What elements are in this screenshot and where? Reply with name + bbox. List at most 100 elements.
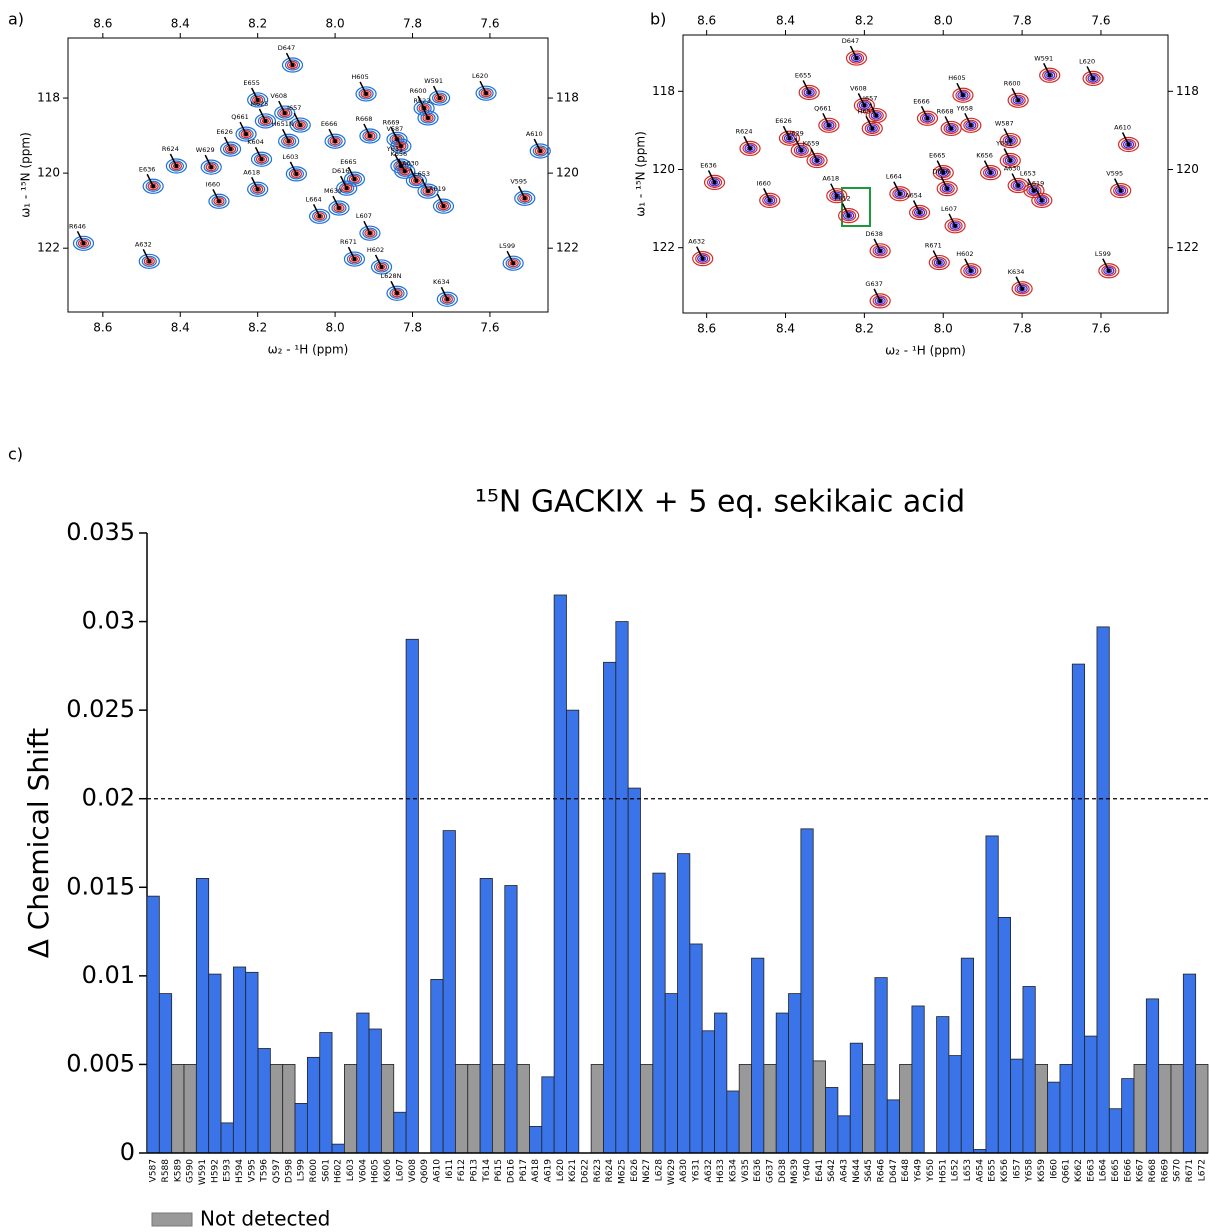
x-tick-label: L620 xyxy=(556,1159,566,1181)
x-tick-label: Y640 xyxy=(803,1159,813,1183)
contour xyxy=(294,120,306,130)
peak-label: L607 xyxy=(941,205,957,213)
x-tick-label: K589 xyxy=(173,1159,183,1182)
contour xyxy=(957,91,969,100)
peak-label: A632 xyxy=(688,238,705,246)
x-tick-label: A643 xyxy=(840,1159,850,1182)
peak-label: L603 xyxy=(282,153,298,161)
x-tick-label: D638 xyxy=(778,1159,788,1183)
bar xyxy=(1022,986,1036,1154)
contour xyxy=(838,208,860,224)
contour xyxy=(695,253,711,265)
contour xyxy=(706,176,723,189)
peak-label: L628N xyxy=(381,272,402,280)
contour xyxy=(200,159,222,175)
leader-line xyxy=(1027,178,1035,191)
contour xyxy=(947,220,963,232)
contour xyxy=(806,152,828,169)
leader-line xyxy=(964,258,972,272)
contour xyxy=(309,208,331,224)
y-tick-label: 122 xyxy=(37,241,60,255)
contour xyxy=(252,95,264,105)
contour xyxy=(324,133,346,149)
peak-label: R600 xyxy=(410,87,427,95)
contour xyxy=(1085,72,1101,85)
contour xyxy=(238,128,254,140)
x-tick-label: 8.2 xyxy=(855,14,874,28)
bar xyxy=(430,979,444,1154)
y-tick-label: 0.035 xyxy=(66,518,135,546)
contour xyxy=(931,256,947,269)
contour xyxy=(341,184,353,193)
y-tick-label: 118 xyxy=(652,84,675,98)
contour xyxy=(939,183,955,195)
bar xyxy=(504,885,518,1154)
contour xyxy=(803,88,815,97)
y-tick-label: 120 xyxy=(1176,162,1199,176)
contour xyxy=(284,59,301,71)
leader-line xyxy=(822,112,830,126)
contour xyxy=(982,167,999,179)
leader-line xyxy=(281,128,290,142)
x-tick-label: 8.0 xyxy=(326,321,345,335)
contour xyxy=(147,182,159,191)
x-tick-label: 7.8 xyxy=(1013,322,1032,336)
contour xyxy=(858,101,870,110)
contour xyxy=(801,86,817,99)
bar xyxy=(208,973,222,1154)
contour xyxy=(1103,266,1115,275)
x-tick-label: E655 xyxy=(988,1159,998,1182)
contour xyxy=(348,175,361,184)
contour xyxy=(439,293,455,305)
contour xyxy=(945,124,957,133)
legend-label: Not detected xyxy=(200,1207,330,1231)
leader-line xyxy=(258,108,267,122)
bar xyxy=(627,787,641,1154)
x-tick-label: K667 xyxy=(1136,1159,1146,1182)
x-tick-label: P615 xyxy=(494,1159,504,1182)
leader-line xyxy=(278,100,286,114)
contour xyxy=(944,218,966,234)
bar xyxy=(1010,1058,1024,1154)
peak-label: R600 xyxy=(1004,79,1021,87)
bar xyxy=(183,1064,197,1154)
x-tick-label: L672 xyxy=(1197,1159,1207,1181)
contour xyxy=(868,109,884,122)
bar xyxy=(158,993,173,1154)
contour xyxy=(818,117,840,133)
peak-label: I660 xyxy=(757,179,771,187)
peak-label: K659 xyxy=(803,140,820,148)
contour xyxy=(793,144,809,156)
peak-label: I660 xyxy=(206,180,220,188)
bar xyxy=(1145,998,1160,1154)
contour xyxy=(850,53,863,63)
contour xyxy=(1122,140,1135,149)
contour xyxy=(327,135,343,147)
contour xyxy=(138,253,160,269)
peak-label: A619 xyxy=(429,185,446,193)
bar xyxy=(294,1103,308,1154)
x-tick-label: S601 xyxy=(321,1159,331,1182)
contour xyxy=(965,121,977,130)
x-tick-label: W591 xyxy=(198,1159,208,1185)
contour xyxy=(1113,185,1129,197)
leader-line xyxy=(873,238,881,252)
legend-swatch xyxy=(151,1212,193,1227)
leader-line xyxy=(363,220,371,234)
y-tick-label: 120 xyxy=(556,166,579,180)
leader-line xyxy=(932,250,940,263)
contour xyxy=(432,92,448,104)
contour xyxy=(279,108,291,118)
contour xyxy=(281,135,297,147)
bar xyxy=(1121,1078,1135,1154)
contour xyxy=(919,112,936,124)
contour xyxy=(203,161,219,173)
contour xyxy=(935,167,951,179)
leader-line xyxy=(390,280,398,294)
peak-label: D616 xyxy=(932,168,949,176)
bar xyxy=(220,1122,234,1154)
peak-label: H605 xyxy=(351,73,368,81)
contour xyxy=(391,289,403,298)
contour xyxy=(853,97,875,113)
leader-line xyxy=(849,45,858,59)
